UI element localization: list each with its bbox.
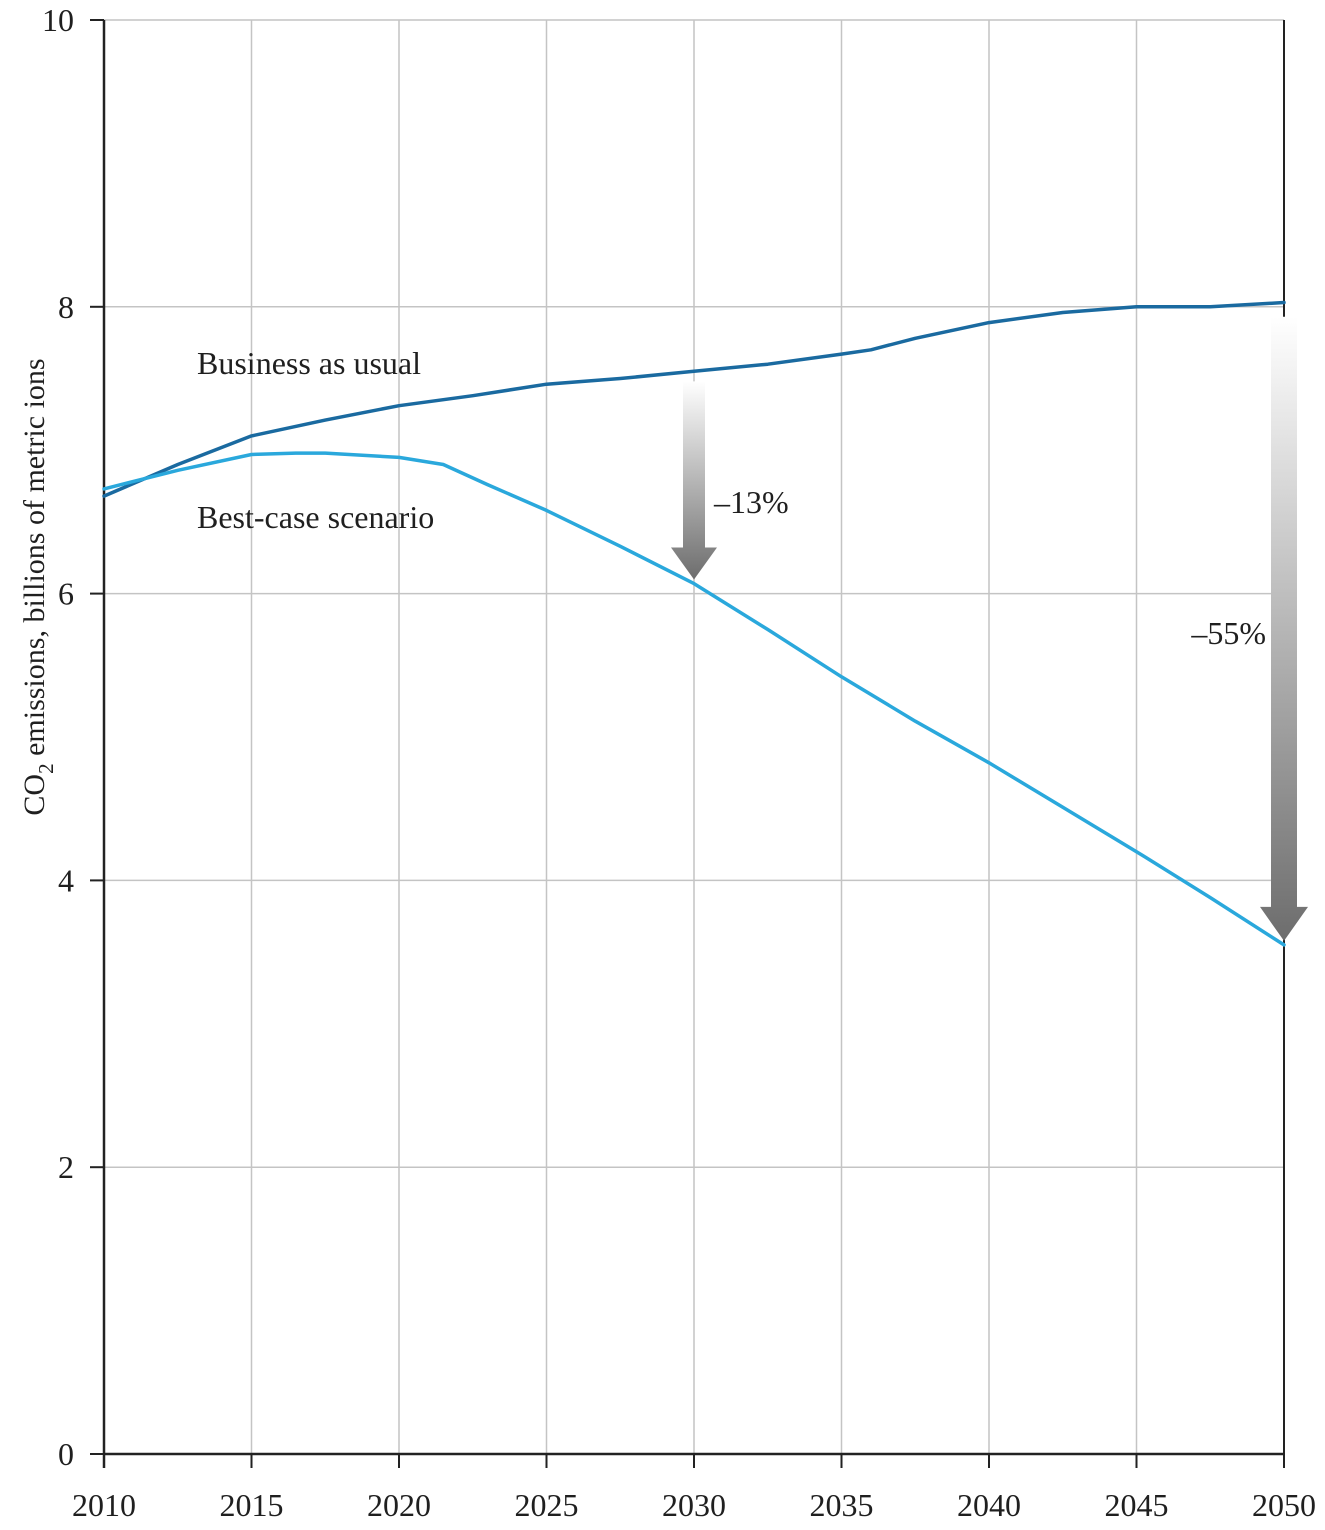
y-tick-label: 6 [58,576,74,612]
x-tick-label: 2010 [72,1487,136,1523]
series-lines [102,300,1286,947]
arrow-minus-13 [671,381,717,580]
annotation-minus-13: –13% [713,484,789,520]
business-as-usual-line [102,300,1286,498]
annotation-minus-55: –55% [1190,615,1266,651]
x-tick-label: 2050 [1252,1487,1316,1523]
y-tick-label: 0 [58,1436,74,1472]
best-case-label: Best-case scenario [197,499,434,535]
y-tick-label: 4 [58,862,74,898]
arrow-minus-55 [1260,316,1308,941]
x-tick-label: 2045 [1105,1487,1169,1523]
business-as-usual-label: Business as usual [197,345,421,381]
best-case-line [102,451,1286,947]
grid [103,19,1285,1455]
x-tick-label: 2035 [810,1487,874,1523]
x-tick-label: 2030 [662,1487,726,1523]
y-tick-label: 2 [58,1149,74,1185]
axes [90,19,1285,1468]
x-tick-label: 2020 [367,1487,431,1523]
y-axis-title: CO2 emissions, billions of metric ions [18,358,58,815]
x-tick-label: 2015 [220,1487,284,1523]
x-tick-label: 2025 [515,1487,579,1523]
labels: 2010 2015 2020 2025 2030 2035 2040 2045 2050 0 2 4 6… [18,2,1316,1523]
y-tick-label: 8 [58,289,74,325]
y-tick-label: 10 [42,2,74,38]
reduction-arrows [671,316,1308,941]
x-tick-label: 2040 [957,1487,1021,1523]
